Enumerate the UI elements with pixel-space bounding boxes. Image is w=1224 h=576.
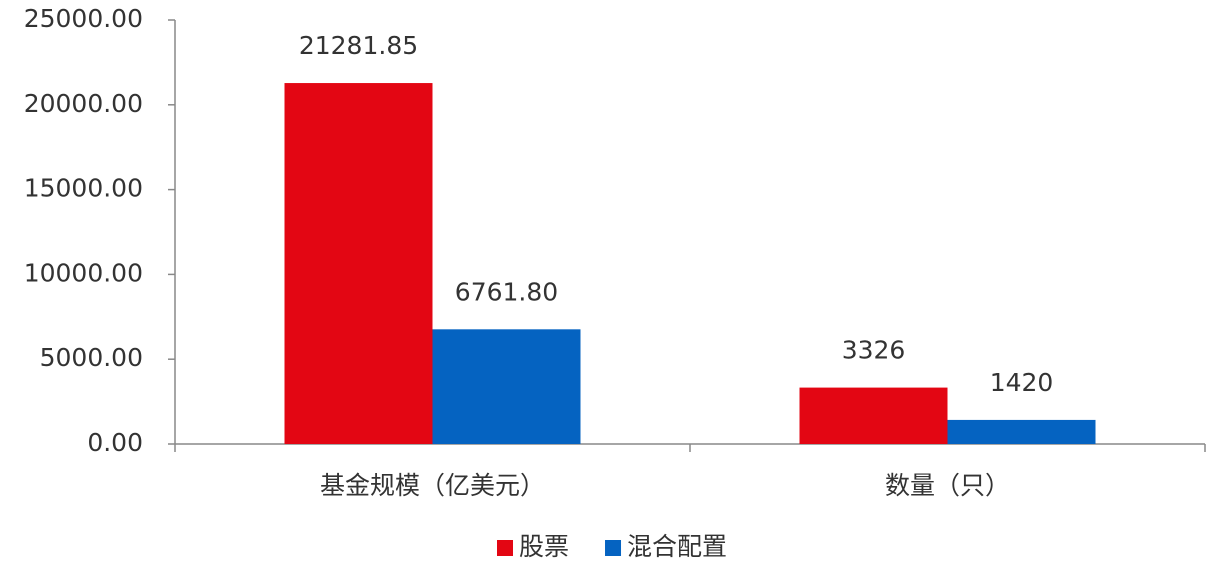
y-tick-label: 25000.00 <box>24 4 143 33</box>
value-label: 6761.80 <box>455 277 558 306</box>
value-label: 1420 <box>990 368 1054 397</box>
y-tick-label: 20000.00 <box>24 89 143 118</box>
value-label: 21281.85 <box>299 31 418 60</box>
legend-swatch <box>605 540 622 556</box>
bar <box>284 83 433 445</box>
legend-label: 混合配置 <box>627 532 727 561</box>
y-tick-label: 15000.00 <box>24 174 143 203</box>
y-tick-label: 10000.00 <box>24 258 143 287</box>
bar <box>947 419 1096 444</box>
y-tick-label: 5000.00 <box>40 343 143 372</box>
bar <box>799 387 948 444</box>
x-tick-label: 数量（只） <box>885 471 1010 500</box>
legend-label: 股票 <box>519 532 569 561</box>
legend-swatch <box>497 540 513 556</box>
x-tick-label: 基金规模（亿美元） <box>320 471 545 500</box>
value-label: 3326 <box>842 336 906 365</box>
bar <box>432 329 581 444</box>
y-tick-label: 0.00 <box>87 428 143 457</box>
